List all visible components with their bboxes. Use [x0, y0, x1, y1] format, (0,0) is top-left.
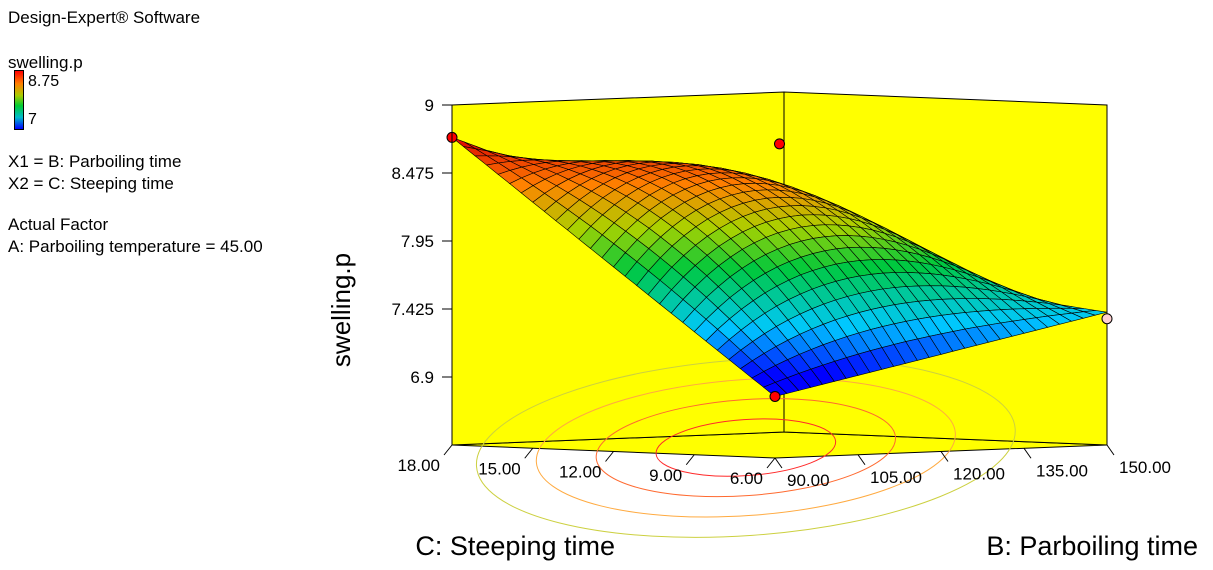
actual-factor-value: A: Parboiling temperature = 45.00	[8, 237, 263, 256]
x-tick-mark	[857, 454, 866, 466]
y-tick-label: 9.00	[649, 466, 682, 485]
y-tick-label: 18.00	[397, 456, 440, 475]
floor-contours	[475, 357, 1016, 538]
y-tick-mark	[766, 457, 776, 469]
y-tick-label: 12.00	[559, 463, 602, 482]
x-tick-mark	[774, 457, 783, 469]
x-tick-mark	[1106, 444, 1115, 456]
x-tick-label: 150.00	[1119, 458, 1171, 477]
x2-definition: X2 = C: Steeping time	[8, 174, 174, 193]
legend-low-value: 7	[28, 111, 37, 128]
design-point	[774, 138, 785, 150]
x-tick-label: 135.00	[1036, 461, 1088, 480]
actual-factor-heading: Actual Factor	[8, 215, 109, 234]
contour-line-2	[595, 398, 897, 498]
z-tick-label: 6.9	[410, 368, 434, 387]
design-point	[1101, 313, 1113, 325]
y-tick-mark	[443, 444, 453, 456]
axis-ticks: 6.9 7.425 7.95 8.475 9 90.00 105.00 120.00 135.0…	[391, 96, 1171, 490]
y-tick-mark	[605, 451, 614, 462]
axis-titles: swelling.p B: Parboiling time C: Steeping …	[326, 253, 1198, 561]
response-surface	[451, 137, 1108, 397]
contour-line-3	[535, 377, 956, 518]
color-legend-bar	[14, 70, 24, 130]
x-tick-mark	[1023, 447, 1032, 459]
z-tick-label: 7.95	[401, 232, 434, 251]
y-tick-label: 6.00	[730, 469, 763, 488]
response-name: swelling.p	[8, 53, 83, 72]
z-tick-label: 9	[425, 96, 434, 115]
software-name: Design-Expert® Software	[8, 8, 201, 27]
x-axis-title: B: Parboiling time	[986, 531, 1198, 561]
y-tick-label: 15.00	[478, 459, 521, 478]
z-axis-title: swelling.p	[326, 253, 356, 367]
y-axis-title: C: Steeping time	[415, 531, 615, 561]
x1-definition: X1 = B: Parboiling time	[8, 152, 182, 171]
design-point	[769, 390, 781, 402]
legend-high-value: 8.75	[28, 73, 60, 90]
y-tick-mark	[524, 447, 534, 459]
x-tick-mark	[940, 451, 949, 462]
contour-line-1	[655, 418, 837, 477]
z-tick-label: 7.425	[391, 300, 434, 319]
z-tick-label: 8.475	[391, 164, 434, 183]
x-tick-label: 120.00	[953, 465, 1005, 484]
x-tick-label: 105.00	[870, 468, 922, 487]
y-tick-mark	[685, 454, 695, 466]
x-tick-label: 90.00	[787, 471, 830, 490]
surface-cell	[762, 382, 788, 397]
